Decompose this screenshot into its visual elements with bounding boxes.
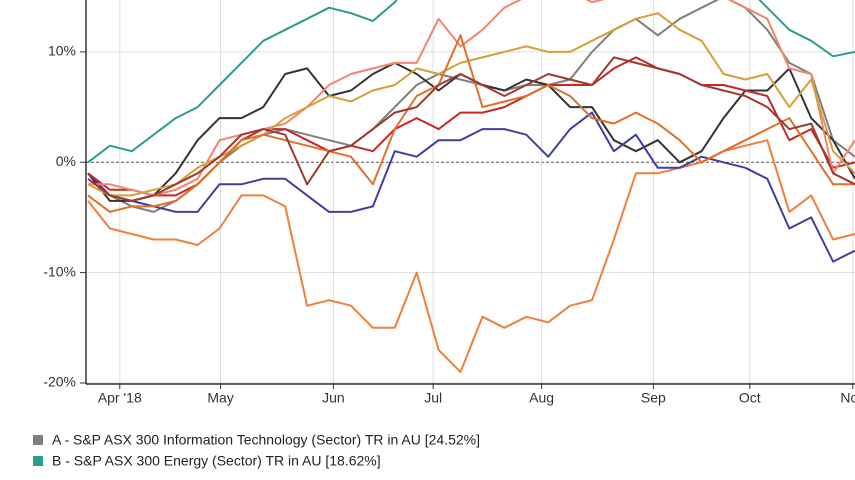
legend-label: B - S&P ASX 300 Energy (Sector) TR in AU… bbox=[52, 453, 381, 469]
x-tick-label: Nov bbox=[840, 390, 855, 406]
axis-labels: 10% 0% -10% -20% Apr '18 May Jun Jul Aug Sep Oct No… bbox=[43, 43, 855, 406]
x-tick-label: Jul bbox=[424, 390, 442, 406]
x-tick-label: Oct bbox=[739, 390, 761, 406]
x-tick-label: Aug bbox=[529, 390, 554, 406]
x-tick-label: Apr '18 bbox=[98, 390, 142, 406]
series-line bbox=[87, 56, 855, 202]
y-tick-label: 10% bbox=[48, 43, 76, 59]
x-tick-label: Jun bbox=[322, 390, 345, 406]
grid bbox=[86, 0, 855, 384]
plot-area bbox=[87, 0, 855, 373]
x-tick-label: Sep bbox=[641, 390, 666, 406]
y-tick-label: 0% bbox=[56, 153, 76, 169]
y-tick-label: -20% bbox=[43, 374, 76, 390]
legend-swatch bbox=[33, 435, 43, 445]
legend-label: A - S&P ASX 300 Information Technology (… bbox=[52, 432, 480, 448]
y-tick-label: -10% bbox=[43, 263, 76, 279]
series-line bbox=[88, 0, 855, 197]
series-line bbox=[87, 111, 855, 263]
series-line bbox=[87, 139, 855, 373]
x-tick-label: May bbox=[207, 390, 233, 406]
series-line bbox=[87, 0, 855, 164]
series-line bbox=[87, 34, 855, 213]
legend: A - S&P ASX 300 Information Technology (… bbox=[33, 432, 480, 469]
legend-swatch bbox=[33, 456, 43, 466]
